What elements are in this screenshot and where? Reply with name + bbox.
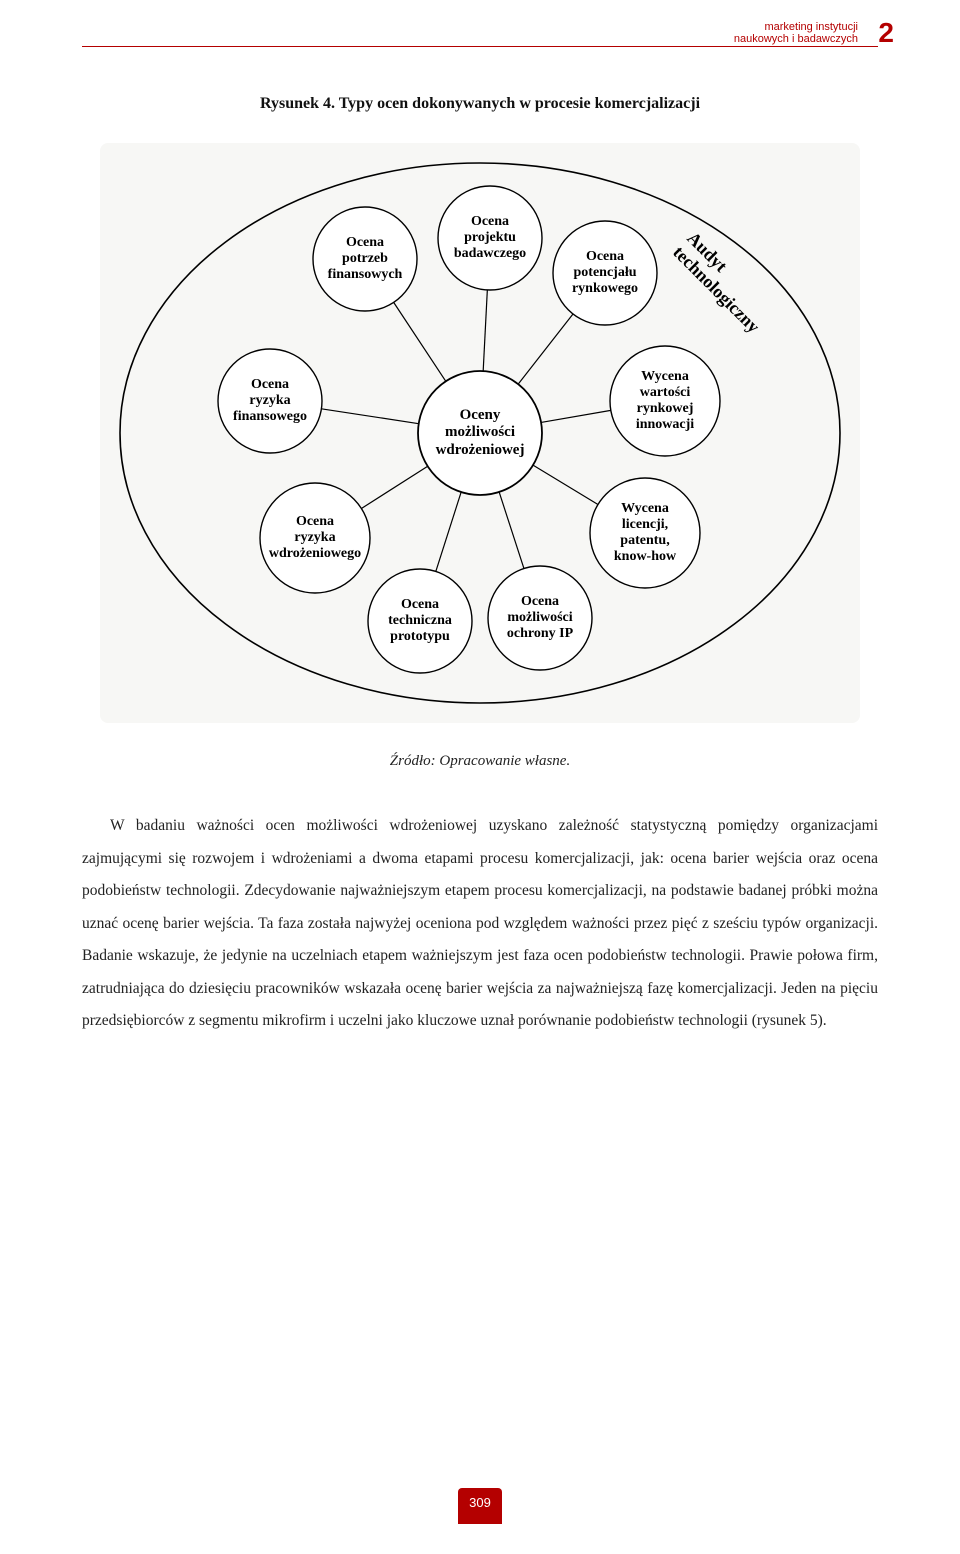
page-header: marketing instytucji naukowych i badawcz… xyxy=(82,0,878,55)
body-paragraph: W badaniu ważności ocen możliwości wdroż… xyxy=(82,810,878,1038)
page-number: 309 xyxy=(458,1488,502,1524)
node-ochronyip-label: Ocenamożliwościochrony IP xyxy=(507,594,573,642)
node-ryz_fin-label: Ocenaryzykafinansowego xyxy=(233,377,307,425)
node-ryz_wdroz-label: Ocenaryzykawdrożeniowego xyxy=(269,514,361,562)
node-center-label: Ocenymożliwościwdrożeniowej xyxy=(436,407,525,459)
node-potencjalu-label: Ocenapotencjałurynkowego xyxy=(572,249,638,297)
journal-label-line1: marketing instytucji xyxy=(734,22,878,34)
figure-caption: Rysunek 4. Typy ocen dokonywanych w proc… xyxy=(82,95,878,113)
header-rule xyxy=(82,46,878,47)
journal-issue-number: 2 xyxy=(878,18,894,47)
node-wartosci-label: Wycenawartościrynkowejinnowacji xyxy=(636,369,694,433)
node-prototypu-label: Ocenatechnicznaprototypu xyxy=(388,597,452,645)
figure-source: Źródło: Opracowanie własne. xyxy=(82,753,878,770)
journal-label: marketing instytucji naukowych i badawcz… xyxy=(734,22,878,45)
node-projektu-label: Ocenaprojektubadawczego xyxy=(454,214,526,262)
figure-diagram: Audyt technologiczny Ocenymożliwościwdro… xyxy=(100,143,860,723)
node-potrzeb-label: Ocenapotrzebfinansowych xyxy=(328,235,403,283)
page: marketing instytucji naukowych i badawcz… xyxy=(0,0,960,1554)
node-licencji-label: Wycenalicencji,patentu,know-how xyxy=(614,501,676,565)
body-text: W badaniu ważności ocen możliwości wdroż… xyxy=(82,810,878,1038)
journal-label-line2: naukowych i badawczych xyxy=(734,34,878,46)
